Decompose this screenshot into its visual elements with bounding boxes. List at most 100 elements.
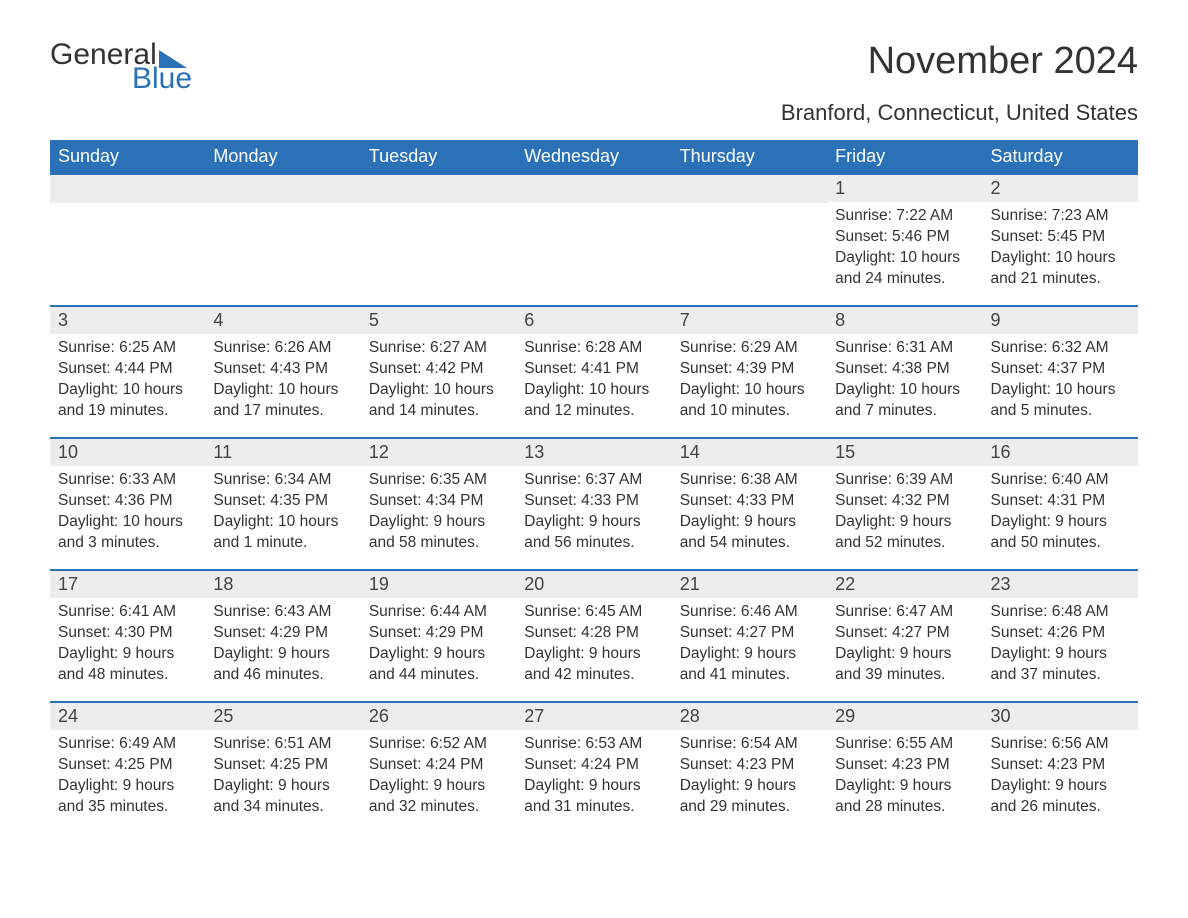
day-cell: 7Sunrise: 6:29 AMSunset: 4:39 PMDaylight… xyxy=(672,307,827,437)
daylight-line2: and 5 minutes. xyxy=(991,401,1130,422)
day-cell: 8Sunrise: 6:31 AMSunset: 4:38 PMDaylight… xyxy=(827,307,982,437)
day-number: 16 xyxy=(983,439,1138,466)
day-cell: 2Sunrise: 7:23 AMSunset: 5:45 PMDaylight… xyxy=(983,175,1138,305)
day-body: Sunrise: 6:54 AMSunset: 4:23 PMDaylight:… xyxy=(672,730,827,830)
sunrise-text: Sunrise: 6:27 AM xyxy=(369,338,508,359)
sunset-text: Sunset: 4:24 PM xyxy=(369,755,508,776)
daylight-line2: and 32 minutes. xyxy=(369,797,508,818)
daylight-line2: and 58 minutes. xyxy=(369,533,508,554)
daylight-line1: Daylight: 10 hours xyxy=(213,380,352,401)
sunset-text: Sunset: 4:30 PM xyxy=(58,623,197,644)
day-cell: 14Sunrise: 6:38 AMSunset: 4:33 PMDayligh… xyxy=(672,439,827,569)
day-body: Sunrise: 6:44 AMSunset: 4:29 PMDaylight:… xyxy=(361,598,516,698)
daylight-line2: and 39 minutes. xyxy=(835,665,974,686)
daylight-line2: and 7 minutes. xyxy=(835,401,974,422)
sunset-text: Sunset: 4:23 PM xyxy=(835,755,974,776)
daylight-line1: Daylight: 9 hours xyxy=(991,644,1130,665)
day-number: 6 xyxy=(516,307,671,334)
sunset-text: Sunset: 4:34 PM xyxy=(369,491,508,512)
daylight-line2: and 17 minutes. xyxy=(213,401,352,422)
day-number: 18 xyxy=(205,571,360,598)
daylight-line2: and 24 minutes. xyxy=(835,269,974,290)
daylight-line1: Daylight: 9 hours xyxy=(835,644,974,665)
sunrise-text: Sunrise: 6:41 AM xyxy=(58,602,197,623)
dow-friday: Friday xyxy=(827,140,982,173)
day-body: Sunrise: 6:53 AMSunset: 4:24 PMDaylight:… xyxy=(516,730,671,830)
daylight-line2: and 46 minutes. xyxy=(213,665,352,686)
daylight-line1: Daylight: 10 hours xyxy=(524,380,663,401)
day-cell: 10Sunrise: 6:33 AMSunset: 4:36 PMDayligh… xyxy=(50,439,205,569)
day-body: Sunrise: 6:55 AMSunset: 4:23 PMDaylight:… xyxy=(827,730,982,830)
day-number: 15 xyxy=(827,439,982,466)
week-row: 24Sunrise: 6:49 AMSunset: 4:25 PMDayligh… xyxy=(50,701,1138,833)
sunrise-text: Sunrise: 6:47 AM xyxy=(835,602,974,623)
sunrise-text: Sunrise: 6:46 AM xyxy=(680,602,819,623)
sunset-text: Sunset: 4:23 PM xyxy=(680,755,819,776)
sunrise-text: Sunrise: 6:35 AM xyxy=(369,470,508,491)
daylight-line1: Daylight: 10 hours xyxy=(369,380,508,401)
sunrise-text: Sunrise: 6:49 AM xyxy=(58,734,197,755)
sunset-text: Sunset: 4:38 PM xyxy=(835,359,974,380)
sunrise-text: Sunrise: 7:22 AM xyxy=(835,206,974,227)
sunrise-text: Sunrise: 6:40 AM xyxy=(991,470,1130,491)
daylight-line2: and 14 minutes. xyxy=(369,401,508,422)
day-number: 10 xyxy=(50,439,205,466)
day-cell: 15Sunrise: 6:39 AMSunset: 4:32 PMDayligh… xyxy=(827,439,982,569)
day-body: Sunrise: 6:46 AMSunset: 4:27 PMDaylight:… xyxy=(672,598,827,698)
day-body: Sunrise: 7:22 AMSunset: 5:46 PMDaylight:… xyxy=(827,202,982,302)
day-body: Sunrise: 6:33 AMSunset: 4:36 PMDaylight:… xyxy=(50,466,205,566)
sunrise-text: Sunrise: 6:44 AM xyxy=(369,602,508,623)
day-cell: 16Sunrise: 6:40 AMSunset: 4:31 PMDayligh… xyxy=(983,439,1138,569)
page-title: November 2024 xyxy=(868,40,1138,83)
day-cell: 23Sunrise: 6:48 AMSunset: 4:26 PMDayligh… xyxy=(983,571,1138,701)
daylight-line1: Daylight: 9 hours xyxy=(369,776,508,797)
day-number: 1 xyxy=(827,175,982,202)
day-number: 25 xyxy=(205,703,360,730)
day-number: 8 xyxy=(827,307,982,334)
daylight-line1: Daylight: 9 hours xyxy=(680,776,819,797)
daylight-line1: Daylight: 9 hours xyxy=(680,512,819,533)
daylight-line1: Daylight: 10 hours xyxy=(991,248,1130,269)
daylight-line2: and 56 minutes. xyxy=(524,533,663,554)
day-body: Sunrise: 6:29 AMSunset: 4:39 PMDaylight:… xyxy=(672,334,827,434)
weeks-container: 1Sunrise: 7:22 AMSunset: 5:46 PMDaylight… xyxy=(50,173,1138,833)
daylight-line1: Daylight: 10 hours xyxy=(213,512,352,533)
day-number: 23 xyxy=(983,571,1138,598)
sunrise-text: Sunrise: 6:38 AM xyxy=(680,470,819,491)
daylight-line1: Daylight: 10 hours xyxy=(58,380,197,401)
daylight-line1: Daylight: 9 hours xyxy=(835,512,974,533)
sunset-text: Sunset: 4:35 PM xyxy=(213,491,352,512)
sunset-text: Sunset: 4:27 PM xyxy=(680,623,819,644)
sunset-text: Sunset: 4:33 PM xyxy=(524,491,663,512)
day-number: 29 xyxy=(827,703,982,730)
sunset-text: Sunset: 4:29 PM xyxy=(369,623,508,644)
sunrise-text: Sunrise: 6:55 AM xyxy=(835,734,974,755)
day-cell: 1Sunrise: 7:22 AMSunset: 5:46 PMDaylight… xyxy=(827,175,982,305)
sunrise-text: Sunrise: 6:28 AM xyxy=(524,338,663,359)
day-body: Sunrise: 7:23 AMSunset: 5:45 PMDaylight:… xyxy=(983,202,1138,302)
day-cell: 25Sunrise: 6:51 AMSunset: 4:25 PMDayligh… xyxy=(205,703,360,833)
day-body: Sunrise: 6:35 AMSunset: 4:34 PMDaylight:… xyxy=(361,466,516,566)
daylight-line2: and 29 minutes. xyxy=(680,797,819,818)
day-cell xyxy=(672,175,827,305)
logo-text-blue: Blue xyxy=(132,64,192,94)
day-cell xyxy=(205,175,360,305)
day-cell: 3Sunrise: 6:25 AMSunset: 4:44 PMDaylight… xyxy=(50,307,205,437)
day-cell xyxy=(516,175,671,305)
sunset-text: Sunset: 4:33 PM xyxy=(680,491,819,512)
day-body: Sunrise: 6:48 AMSunset: 4:26 PMDaylight:… xyxy=(983,598,1138,698)
sunset-text: Sunset: 4:41 PM xyxy=(524,359,663,380)
daylight-line1: Daylight: 9 hours xyxy=(524,776,663,797)
daylight-line1: Daylight: 10 hours xyxy=(680,380,819,401)
day-number: 5 xyxy=(361,307,516,334)
calendar: Sunday Monday Tuesday Wednesday Thursday… xyxy=(50,140,1138,833)
location-subtitle: Branford, Connecticut, United States xyxy=(50,100,1138,126)
day-number: 9 xyxy=(983,307,1138,334)
daylight-line2: and 1 minute. xyxy=(213,533,352,554)
daylight-line1: Daylight: 10 hours xyxy=(835,380,974,401)
day-body: Sunrise: 6:41 AMSunset: 4:30 PMDaylight:… xyxy=(50,598,205,698)
day-number: 20 xyxy=(516,571,671,598)
day-cell xyxy=(361,175,516,305)
sunrise-text: Sunrise: 6:51 AM xyxy=(213,734,352,755)
day-number: 3 xyxy=(50,307,205,334)
